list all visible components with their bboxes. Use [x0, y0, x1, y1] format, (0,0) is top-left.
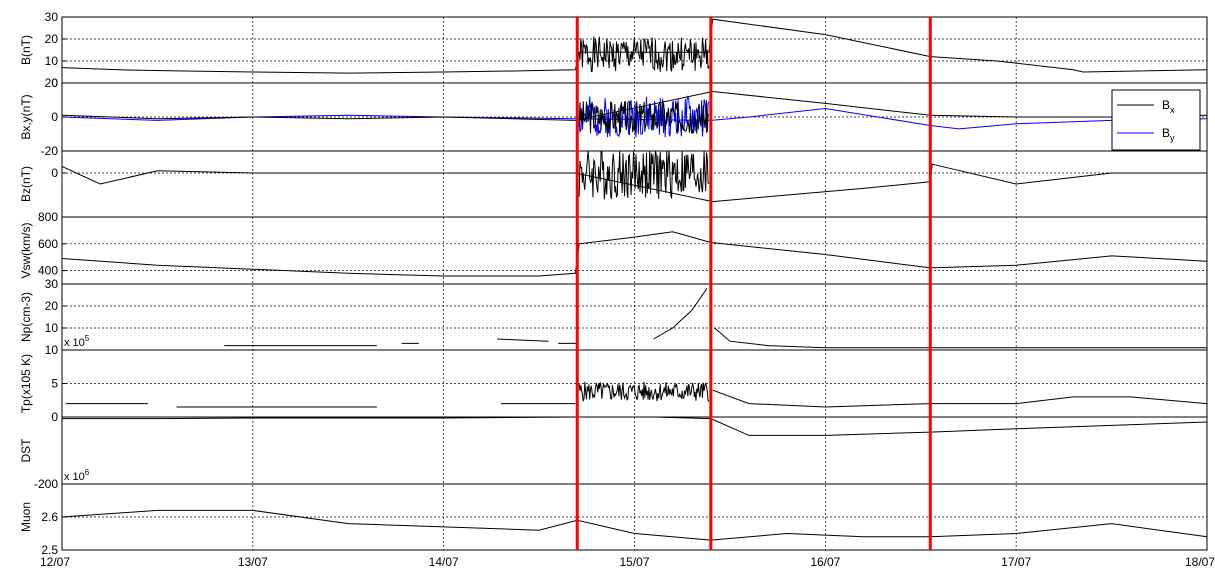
y-tick-label: 600 — [38, 237, 58, 251]
series-line-np-5 — [714, 327, 1207, 349]
x-tick-label: 18/07 — [1185, 555, 1215, 569]
x-tick-label: 15/07 — [619, 555, 649, 569]
x-tick-label: 13/07 — [238, 555, 268, 569]
panel-vsw: 400 600 800 Vsw(km/s) — [19, 210, 1208, 285]
y-tick-label: 0 — [51, 110, 58, 124]
panel-bz: 0 Bz(nT) — [19, 150, 1208, 218]
y-tick-label: 10 — [45, 343, 59, 357]
series-line-b-1 — [578, 36, 710, 73]
y-axis-label: Np(cm-3) — [19, 292, 33, 342]
y-tick-label: 0 — [51, 410, 58, 424]
y-tick-label: 20 — [45, 299, 59, 313]
series-line-muon-0 — [61, 509, 1208, 541]
series-line-np-4 — [653, 288, 708, 340]
panel-np: 10 20 30 Np(cm-3) — [19, 277, 1208, 351]
exponent-label: x 105 — [64, 334, 90, 349]
y-tick-label: 0 — [51, 76, 58, 90]
y-axis-label: DST — [19, 438, 33, 463]
y-tick-label: 5 — [51, 377, 58, 391]
exponent-label: x 106 — [64, 468, 90, 483]
y-tick-label: 30 — [45, 10, 59, 24]
y-axis-label: Muon — [19, 502, 33, 532]
series-line-bz-0 — [61, 163, 1207, 203]
panel-tp: 5 10 Tp(x105 K) — [19, 343, 1208, 418]
x-tick-label: 17/07 — [1001, 555, 1031, 569]
y-tick-label: 10 — [45, 54, 59, 68]
series-line-np-2 — [497, 338, 549, 342]
x-axis: 12/07 13/07 14/07 15/07 16/07 17/07 18/07 — [40, 555, 1215, 569]
series-line-tp-3 — [712, 389, 1208, 408]
y-tick-label: 2.5 — [41, 543, 58, 557]
y-tick-label: 800 — [38, 210, 58, 224]
y-axis-label: B(nT) — [19, 35, 33, 65]
y-axis-label: Vsw(km/s) — [19, 223, 33, 279]
series-line-b-0 — [61, 18, 1208, 74]
panel-b: 0 10 20 30 B(nT) — [19, 10, 1208, 90]
y-tick-label: -20 — [41, 144, 59, 158]
y-tick-label: 0 — [51, 166, 58, 180]
y-axis-label: Bx,y(nT) — [19, 94, 33, 139]
y-tick-label: 2.6 — [41, 510, 58, 524]
series-line-bxy-3 — [578, 99, 710, 135]
y-tick-label: 10 — [45, 321, 59, 335]
series-line-bz-1 — [578, 150, 710, 200]
y-tick-label: 30 — [45, 277, 59, 291]
series-line-vsw-0 — [61, 231, 1208, 277]
y-tick-label: -200 — [34, 477, 58, 491]
y-tick-label: 20 — [45, 32, 59, 46]
y-axis-label: Tp(x105 K) — [19, 354, 33, 413]
y-tick-label: 400 — [38, 264, 58, 278]
series-line-bxy-0 — [61, 107, 1208, 130]
x-tick-label: 12/07 — [40, 555, 70, 569]
panel-muon: 2.5 2.6 Muon — [19, 483, 1208, 557]
legend-box — [1111, 89, 1201, 151]
y-tick-label: 20 — [45, 76, 59, 90]
y-axis-label: Bz(nT) — [19, 166, 33, 202]
series-line-tp-4 — [578, 381, 710, 402]
x-tick-label: 16/07 — [810, 555, 840, 569]
x-tick-label: 14/07 — [429, 555, 459, 569]
